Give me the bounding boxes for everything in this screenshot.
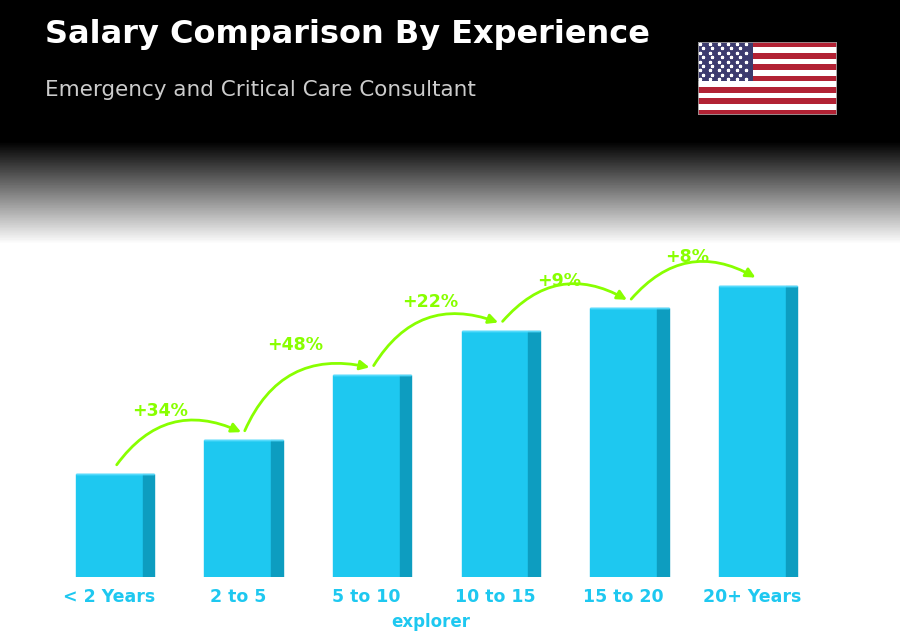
Polygon shape [143,474,154,577]
Text: 374,000 USD: 374,000 USD [588,288,675,301]
Text: 405,000 USD: 405,000 USD [759,265,845,278]
Text: .com: .com [465,613,510,631]
Bar [698,42,753,81]
Bar [698,76,837,81]
Polygon shape [333,375,400,577]
Bar [698,64,837,70]
Bar [698,47,837,53]
Bar [698,53,837,59]
Text: +34%: +34% [132,403,188,420]
Polygon shape [462,331,528,577]
Text: explorer: explorer [392,613,471,631]
Bar [698,87,837,93]
Polygon shape [76,474,143,577]
Text: Average Yearly Salary: Average Yearly Salary [871,320,884,449]
Bar [698,93,837,98]
Polygon shape [590,308,657,577]
Polygon shape [204,440,271,577]
Text: +48%: +48% [267,336,323,354]
Polygon shape [271,440,283,577]
Bar [698,104,837,110]
Text: 343,000 USD: 343,000 USD [459,309,546,322]
Bar [698,98,837,104]
Text: 190,000 USD: 190,000 USD [202,417,289,431]
Bar [698,81,837,87]
Text: Salary Comparison By Experience: Salary Comparison By Experience [45,19,650,50]
Polygon shape [528,331,540,577]
Bar [698,59,837,64]
Polygon shape [786,286,797,577]
Text: Emergency and Critical Care Consultant: Emergency and Critical Care Consultant [45,80,476,100]
Bar [698,42,837,47]
Polygon shape [400,375,411,577]
Text: 143,000 USD: 143,000 USD [73,448,160,462]
Text: salary: salary [335,613,392,631]
Bar [698,70,837,76]
Polygon shape [657,308,669,577]
Text: +22%: +22% [402,292,458,310]
Text: +8%: +8% [665,248,709,266]
Text: +9%: +9% [536,272,580,290]
Text: 281,000 USD: 281,000 USD [330,354,418,367]
Bar [698,110,837,115]
Polygon shape [719,286,786,577]
